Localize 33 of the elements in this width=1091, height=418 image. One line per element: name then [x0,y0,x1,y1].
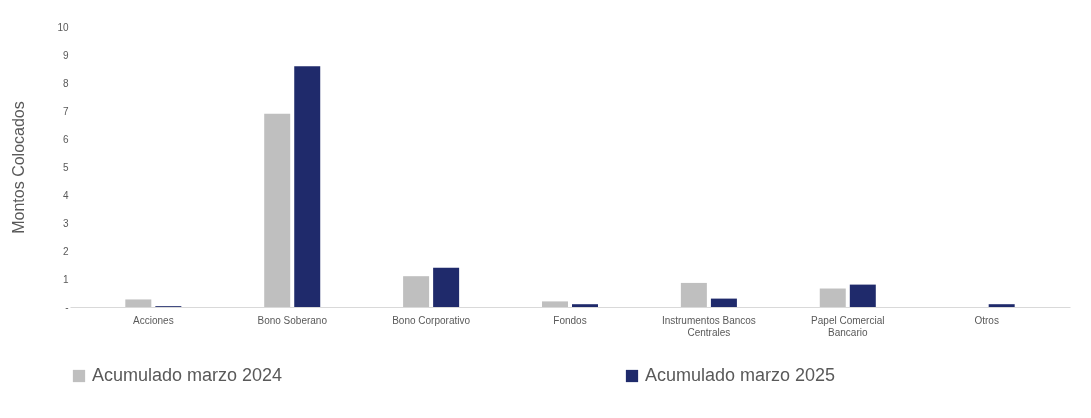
y-tick-label: 5 [62,161,69,173]
y-tick-label: 3 [62,217,69,229]
bar [710,298,737,307]
bar [433,267,460,307]
x-tick-label: Acciones [133,314,174,326]
legend-label: Acumulado marzo 2024 [92,365,283,385]
bar [125,299,152,307]
x-tick-label: Fondos [553,314,587,326]
y-tick-label: 4 [62,189,69,201]
bar [988,304,1015,307]
y-tick-label: 10 [57,21,69,33]
bar [403,276,430,307]
y-axis-title: Montos Colocados [10,101,28,234]
bar [294,66,321,307]
y-tick-label: 2 [62,245,69,257]
bar [680,282,707,307]
y-tick-label: 6 [62,133,69,145]
x-tick-label: Instrumentos Bancos Centrales [661,314,756,338]
y-tick-label: - [65,301,69,313]
y-tick-label: 9 [62,49,69,61]
bar [541,301,568,307]
y-tick-label: 7 [62,105,69,117]
bar [572,304,599,307]
x-tick-label: Otros [974,314,999,326]
bar [819,288,846,307]
y-tick-label: 1 [62,273,69,285]
y-tick-label: 8 [62,77,69,89]
legend-label: Acumulado marzo 2025 [645,365,836,385]
bar [264,113,291,307]
x-tick-label: Bono Corporativo [392,314,471,326]
bar [849,284,876,307]
x-tick-label: Papel Comercial Bancario [811,314,885,338]
x-tick-label: Bono Soberano [257,314,328,326]
